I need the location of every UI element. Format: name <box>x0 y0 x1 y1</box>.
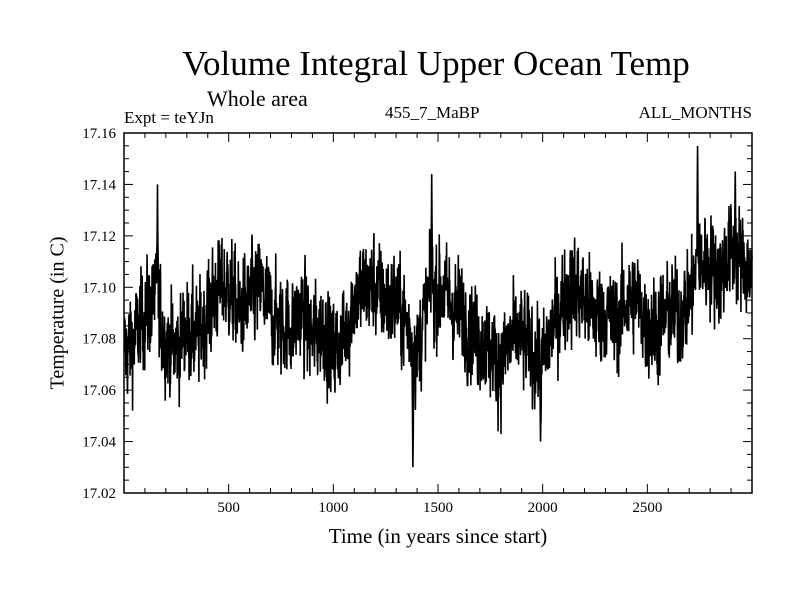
y-tick-label: 17.08 <box>82 332 116 348</box>
y-tick-label: 17.04 <box>82 435 116 451</box>
experiment-label: Expt = teYJn <box>124 108 214 127</box>
chart-title: Volume Integral Upper Ocean Temp <box>182 44 690 83</box>
chart-subtitle: Whole area <box>207 86 308 111</box>
x-axis-label: Time (in years since start) <box>328 524 548 548</box>
x-tick-label: 2500 <box>632 500 662 516</box>
x-tick-label: 2000 <box>528 500 558 516</box>
y-tick-label: 17.06 <box>82 383 116 399</box>
series-layer <box>123 145 753 468</box>
x-tick-label: 1000 <box>318 500 348 516</box>
months-label: ALL_MONTHS <box>638 103 752 122</box>
series-line <box>123 145 753 468</box>
period-label: 455_7_MaBP <box>385 103 480 122</box>
tick-layer: 17.02 17.04 17.06 17.08 17.10 17.12 17.14 17.16… <box>82 126 752 516</box>
x-tick-label: 500 <box>217 500 240 516</box>
y-tick-label: 17.10 <box>82 280 116 296</box>
y-tick-label: 17.02 <box>82 486 116 502</box>
y-tick-label: 17.12 <box>82 229 116 245</box>
y-tick-label: 17.14 <box>82 177 116 193</box>
x-tick-label: 1500 <box>423 500 453 516</box>
y-tick-label: 17.16 <box>82 126 116 142</box>
